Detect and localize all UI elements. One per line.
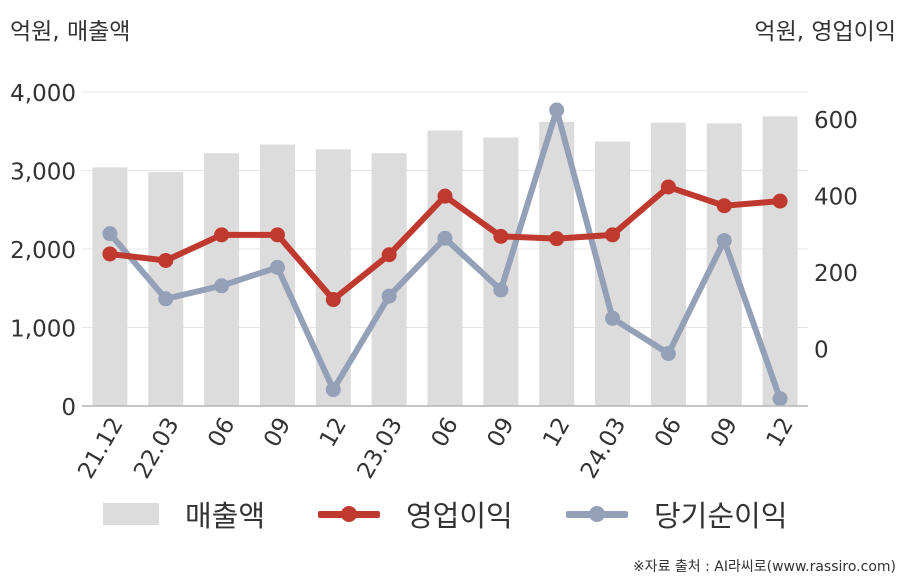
x-tick-label: 09 bbox=[259, 413, 296, 451]
x-tick-label: 21.12 bbox=[73, 413, 128, 483]
left-tick-label: 0 bbox=[61, 395, 76, 421]
right-tick-label: 0 bbox=[814, 338, 829, 364]
right-axis-unit-label: 억원, 영업이익 bbox=[754, 19, 896, 45]
legend-item-revenue: 매출액 bbox=[103, 493, 265, 535]
left-axis-ticks: 0 1,000 2,000 3,000 4,000 bbox=[10, 81, 76, 421]
x-tick-label: 06 bbox=[427, 413, 464, 451]
right-tick-label: 200 bbox=[814, 261, 858, 287]
operating-profit-point bbox=[214, 227, 230, 243]
operating-profit-point bbox=[381, 247, 397, 263]
revenue-bar bbox=[259, 144, 295, 406]
operating-profit-point bbox=[660, 179, 676, 195]
legend-swatch-revenue bbox=[103, 503, 159, 525]
right-tick-label: 400 bbox=[814, 184, 858, 210]
net-income-point bbox=[437, 230, 453, 246]
legend-label-operating-profit: 영업이익 bbox=[406, 499, 513, 533]
legend-swatch-net-income bbox=[566, 503, 628, 525]
revenue-bar bbox=[650, 122, 686, 407]
operating-profit-point bbox=[269, 227, 285, 243]
revenue-bar bbox=[427, 130, 463, 406]
net-income-point bbox=[605, 310, 621, 326]
x-tick-label: 24.03 bbox=[576, 413, 631, 483]
right-tick-label: 600 bbox=[814, 108, 858, 134]
operating-profit-point bbox=[772, 193, 788, 209]
x-tick-label: 12 bbox=[762, 413, 799, 451]
left-axis-unit-label: 억원, 매출액 bbox=[10, 19, 131, 45]
x-tick-label: 09 bbox=[706, 413, 743, 451]
x-tick-label: 06 bbox=[203, 413, 240, 451]
legend-swatch-operating-profit bbox=[318, 503, 380, 525]
operating-profit-point bbox=[716, 198, 732, 214]
net-income-point bbox=[269, 259, 285, 275]
operating-profit-point bbox=[437, 188, 453, 204]
net-income-point bbox=[660, 346, 676, 362]
net-income-point bbox=[549, 102, 565, 118]
source-note: ※자료 출처 : AI라씨로(www.rassiro.com) bbox=[632, 559, 896, 575]
net-income-point bbox=[772, 391, 788, 407]
legend-item-operating-profit: 영업이익 bbox=[318, 493, 513, 535]
revenue-bars bbox=[92, 116, 798, 407]
right-axis-ticks: 0 200 400 600 bbox=[814, 108, 858, 364]
left-tick-label: 2,000 bbox=[10, 238, 76, 264]
revenue-bar bbox=[539, 121, 575, 406]
net-income-point bbox=[158, 291, 174, 307]
left-tick-label: 3,000 bbox=[10, 160, 76, 186]
line-series bbox=[102, 102, 788, 407]
net-income-point bbox=[214, 278, 230, 294]
x-tick-label: 23.03 bbox=[353, 413, 408, 483]
x-tick-label: 12 bbox=[538, 413, 575, 451]
x-tick-label: 09 bbox=[483, 413, 520, 451]
operating-profit-point bbox=[549, 231, 565, 247]
revenue-bar bbox=[483, 137, 519, 406]
operating-profit-point bbox=[325, 292, 341, 308]
revenue-bar bbox=[92, 167, 128, 406]
net-income-point bbox=[381, 288, 397, 304]
left-tick-label: 1,000 bbox=[10, 317, 76, 343]
left-tick-label: 4,000 bbox=[10, 81, 76, 107]
revenue-bar bbox=[371, 153, 407, 406]
x-tick-label: 06 bbox=[650, 413, 687, 451]
net-income-point bbox=[325, 382, 341, 398]
operating-profit-point bbox=[605, 227, 621, 243]
net-income-point bbox=[493, 282, 509, 298]
legend-label-net-income: 당기순이익 bbox=[654, 499, 788, 533]
legend-label-revenue: 매출액 bbox=[185, 499, 266, 533]
operating-profit-point bbox=[158, 252, 174, 268]
operating-profit-point bbox=[102, 246, 118, 262]
operating-profit-point bbox=[493, 228, 509, 244]
x-tick-label: 12 bbox=[315, 413, 352, 451]
net-income-point bbox=[102, 226, 118, 242]
net-income-point bbox=[716, 233, 732, 249]
x-tick-label: 22.03 bbox=[129, 413, 184, 483]
x-axis-ticks: 21.12 22.03 06 09 12 23.03 06 09 12 24.03 06 09 12 bbox=[73, 413, 799, 483]
legend-item-net-income: 당기순이익 bbox=[566, 493, 787, 535]
